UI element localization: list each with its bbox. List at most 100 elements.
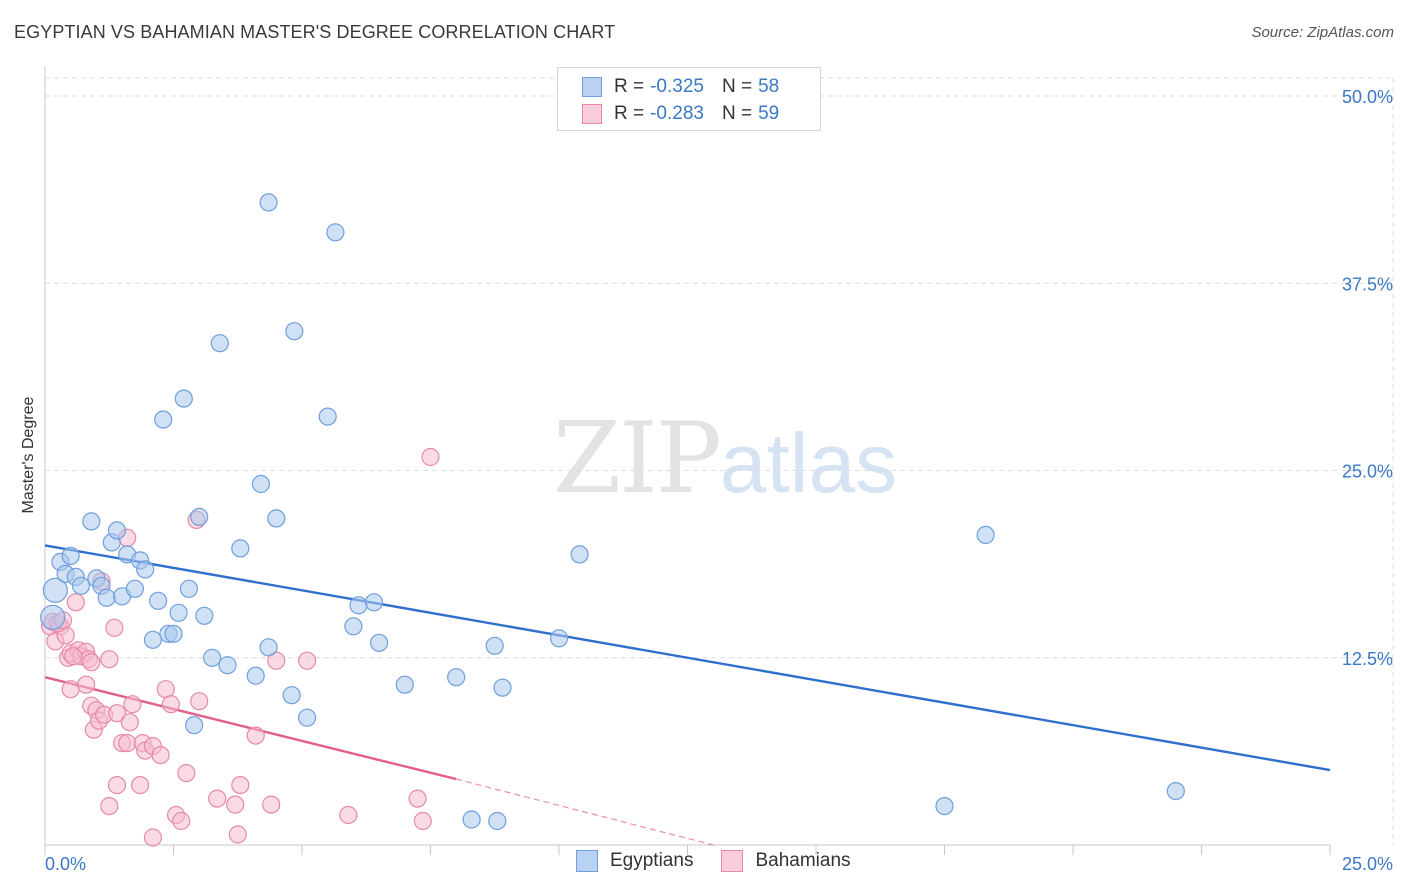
egyptians-point xyxy=(71,576,91,595)
bahamians-point xyxy=(246,726,265,745)
legend-r-label: R = xyxy=(614,103,645,124)
legend-n-label: N = xyxy=(721,103,753,124)
bahamians-point xyxy=(226,795,245,814)
egyptians-point xyxy=(282,686,301,705)
bahamians-point xyxy=(64,647,83,666)
egyptians-point xyxy=(976,525,995,545)
bahamians-point xyxy=(408,789,427,808)
axes xyxy=(44,66,1331,855)
bahamians-point xyxy=(262,795,281,814)
stats-legend: R = -0.325 N = 58 R = -0.283 N = 59 xyxy=(557,67,821,131)
y-axis-label: Master's Degree xyxy=(20,396,37,513)
bahamians-point xyxy=(82,653,101,672)
egyptians-point xyxy=(125,579,144,598)
tick-labels: 12.5% 25.0% 37.5% 50.0% 0.0% 25.0% xyxy=(45,87,1393,874)
legend-row-egyptians: R = -0.325 N = 58 xyxy=(582,75,779,99)
bahamians-point xyxy=(421,447,440,467)
egyptians-point xyxy=(462,810,481,829)
egyptians-point xyxy=(349,596,368,615)
egyptians-point xyxy=(203,648,222,667)
chart-title: EGYPTIAN VS BAHAMIAN MASTER'S DEGREE COR… xyxy=(14,22,616,42)
egyptians-point xyxy=(42,577,68,603)
bahamians-point xyxy=(100,650,119,669)
bahamians-point xyxy=(177,763,196,783)
bahamians-point xyxy=(190,692,209,711)
egyptians-point xyxy=(344,617,363,636)
y-tick-label: 12.5% xyxy=(1342,649,1393,669)
bahamians-point xyxy=(107,775,127,795)
bahamians-point xyxy=(298,651,317,670)
legend-n-value-bahamians: 59 xyxy=(758,103,780,124)
egyptians-point xyxy=(1166,781,1185,801)
source-credit: Source: ZipAtlas.com xyxy=(1251,24,1394,41)
watermark-atlas: atlas xyxy=(719,416,898,510)
egyptians-trend-line xyxy=(44,544,1331,772)
egyptians-point xyxy=(82,512,101,531)
egyptians-point xyxy=(326,223,345,242)
legend-r-value-bahamians: -0.283 xyxy=(650,103,704,124)
egyptians-point xyxy=(169,603,188,622)
legend-label-egyptians: Egyptians xyxy=(610,850,694,871)
bahamians-point xyxy=(118,733,137,753)
egyptians-point xyxy=(447,668,466,687)
bahamians-point xyxy=(131,775,150,795)
bahamians-point xyxy=(339,805,358,825)
egyptians-point xyxy=(488,811,507,831)
bahamians-point xyxy=(172,811,191,831)
egyptians-point xyxy=(154,410,173,429)
egyptians-point xyxy=(136,560,155,579)
bahamians-point xyxy=(66,593,85,612)
egyptians-point xyxy=(246,666,265,685)
egyptians-point xyxy=(149,591,168,610)
egyptians-point xyxy=(570,545,589,564)
legend-n-label: N = xyxy=(721,76,753,97)
bahamians-point xyxy=(208,789,227,808)
y-tick-label: 25.0% xyxy=(1342,462,1393,482)
legend-n-value-egyptians: 58 xyxy=(758,76,780,97)
bahamians-point xyxy=(123,695,142,714)
x-tick-label: 0.0% xyxy=(45,854,86,874)
egyptians-point xyxy=(143,630,162,649)
egyptians-point xyxy=(493,678,512,697)
legend-item-egyptians[interactable]: Egyptians xyxy=(576,850,693,872)
egyptians-point xyxy=(370,633,389,652)
bahamians-trend-extension xyxy=(456,778,714,846)
egyptians-point xyxy=(267,509,286,528)
bahamians-point xyxy=(228,825,247,844)
egyptians-point xyxy=(107,521,127,540)
bahamians-point xyxy=(161,695,180,714)
legend-r-value-egyptians: -0.325 xyxy=(650,76,704,97)
data-points xyxy=(40,193,1185,847)
egyptians-point xyxy=(179,579,198,598)
legend-row-bahamians: R = -0.283 N = 59 xyxy=(582,102,779,126)
egyptians-point xyxy=(285,322,304,341)
legend-swatch-egyptians xyxy=(582,77,602,97)
bahamians-point xyxy=(61,680,80,699)
egyptians-point xyxy=(259,638,278,657)
egyptians-point xyxy=(364,593,384,612)
egyptians-point xyxy=(485,636,504,655)
egyptians-point xyxy=(298,708,317,727)
egyptians-point xyxy=(97,588,116,607)
grid-lines xyxy=(45,77,1394,845)
egyptians-point xyxy=(185,716,204,735)
y-tick-label: 37.5% xyxy=(1342,274,1393,294)
bahamians-point xyxy=(413,811,432,831)
y-tick-label: 50.0% xyxy=(1342,87,1393,107)
egyptians-point xyxy=(251,474,270,494)
egyptians-point xyxy=(259,193,278,212)
egyptians-point xyxy=(164,624,183,643)
legend-swatch-bahamians xyxy=(582,104,602,124)
x-tick-label: 25.0% xyxy=(1342,854,1393,874)
legend-r-label: R = xyxy=(614,76,645,97)
zipatlas-watermark: ZIPatlas xyxy=(553,402,897,516)
legend-swatch-egyptians xyxy=(576,850,598,872)
egyptians-point xyxy=(190,507,209,527)
bahamians-point xyxy=(76,675,96,694)
bahamians-point xyxy=(107,704,127,723)
legend-item-bahamians[interactable]: Bahamians xyxy=(721,850,851,872)
bahamians-point xyxy=(267,651,286,670)
bahamians-point xyxy=(143,828,162,847)
egyptians-point xyxy=(218,656,237,675)
